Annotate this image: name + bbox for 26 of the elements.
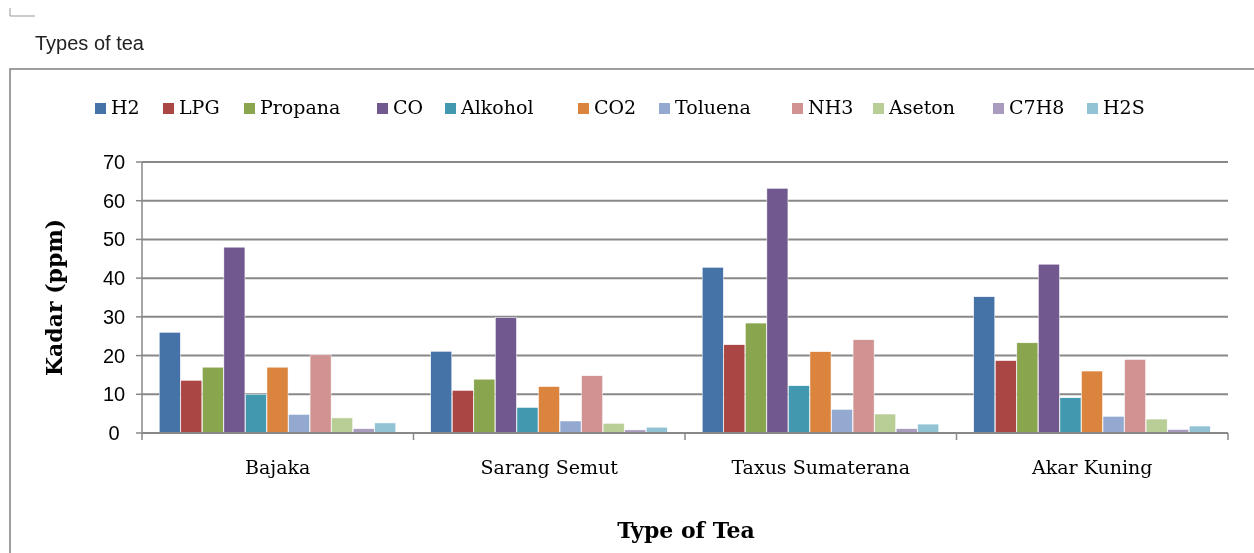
legend-label: Alkohol [460, 96, 534, 118]
y-tick-label: 20 [102, 344, 126, 367]
legend-label: LPG [179, 96, 220, 118]
legend-label: C7H8 [1009, 96, 1065, 118]
legend-label: Toluena [675, 96, 751, 118]
y-tick-label: 30 [102, 305, 126, 328]
x-axis-title: Type of Tea [617, 517, 755, 543]
y-tick-label: 40 [102, 267, 126, 290]
y-tick-label: 50 [102, 228, 126, 251]
legend-label: CO2 [594, 96, 637, 118]
chart-title: Types of tea [35, 32, 145, 54]
x-tick-label: Bajaka [245, 456, 311, 478]
x-tick-label: Taxus Sumaterana [731, 456, 911, 478]
y-tick-label: 70 [102, 151, 126, 173]
y-tick-label: 10 [102, 383, 126, 406]
y-tick-label: 60 [102, 189, 126, 212]
legend-label: Aseton [888, 96, 956, 118]
x-tick-label: Akar Kuning [1031, 456, 1153, 478]
legend-label: CO [393, 96, 424, 118]
y-axis-title: Kadar (ppm) [41, 218, 67, 377]
legend-label: Propana [260, 96, 341, 118]
legend-label: H2 [111, 96, 140, 118]
x-tick-label: Sarang Semut [480, 456, 619, 478]
legend-label: NH3 [808, 96, 854, 118]
y-tick-label: 0 [108, 422, 120, 444]
legend-label: H2S [1103, 96, 1145, 118]
